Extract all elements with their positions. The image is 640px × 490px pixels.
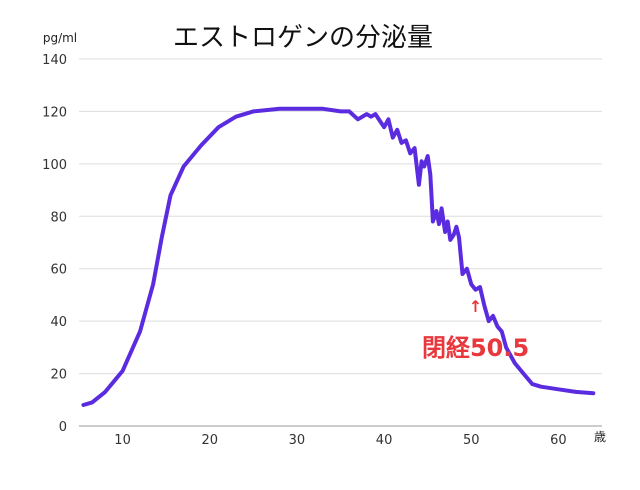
y-tick-labels: 0 20 40 60 80 100 120 140: [42, 53, 67, 435]
y-tick-label: 100: [42, 158, 67, 173]
chart-title: エストロゲンの分泌量: [173, 23, 433, 53]
y-tick-label: 20: [50, 368, 67, 383]
x-tick-labels: 10 20 30 40 50 60: [114, 433, 566, 448]
x-axis-unit: 歳: [594, 430, 606, 444]
y-tick-label: 120: [42, 105, 67, 120]
series-lines: [81, 106, 596, 407]
y-axis-unit: pg/ml: [43, 31, 77, 45]
series-line-0: [81, 106, 596, 407]
annotation-label: 閉経50.5: [422, 334, 529, 362]
x-tick-label: 60: [550, 433, 567, 448]
y-tick-label: 80: [50, 210, 67, 225]
y-tick-label: 140: [42, 53, 67, 68]
y-tick-label: 0: [59, 420, 67, 435]
x-tick-label: 40: [376, 433, 393, 448]
annotation-arrow: ↑: [469, 297, 482, 316]
x-tick-label: 20: [201, 433, 218, 448]
x-tick-label: 50: [463, 433, 480, 448]
x-tick-label: 10: [114, 433, 131, 448]
y-tick-label: 40: [50, 315, 67, 330]
y-tick-label: 60: [50, 263, 67, 278]
annotations: ↑ 閉経50.5: [422, 297, 529, 362]
x-tick-label: 30: [289, 433, 306, 448]
